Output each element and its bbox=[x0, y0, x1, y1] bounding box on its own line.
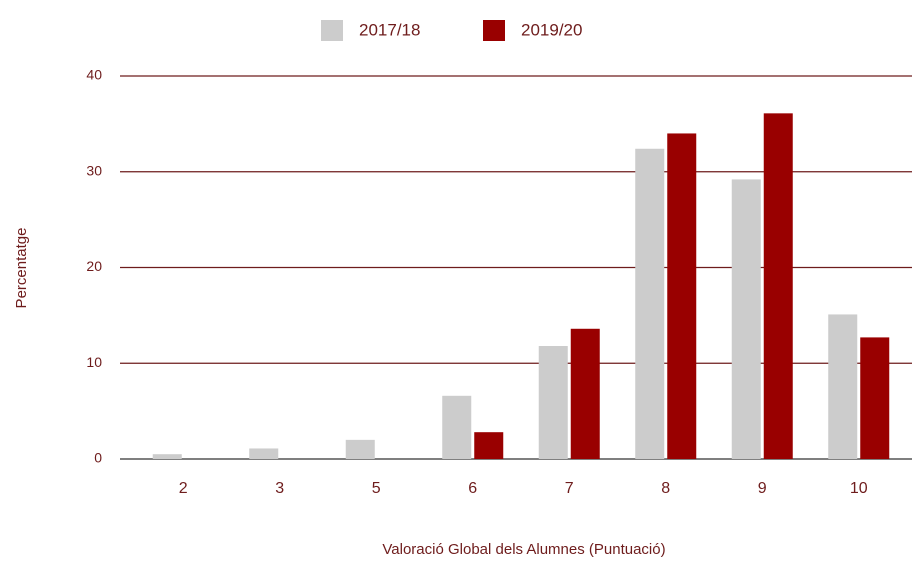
x-tick-label: 5 bbox=[372, 480, 381, 497]
bar bbox=[860, 337, 890, 459]
bar bbox=[152, 454, 182, 459]
bar bbox=[731, 179, 761, 459]
x-tick-label: 8 bbox=[661, 480, 670, 497]
bar bbox=[828, 314, 858, 459]
bar bbox=[345, 439, 375, 459]
y-tick-label: 40 bbox=[86, 67, 102, 83]
legend-swatch bbox=[483, 20, 505, 41]
bar bbox=[538, 346, 568, 459]
y-axis-title: Percentatge bbox=[13, 228, 30, 309]
legend-label: 2019/20 bbox=[521, 20, 582, 39]
bar bbox=[474, 432, 504, 459]
x-axis-title: Valoració Global dels Alumnes (Puntuació… bbox=[382, 541, 665, 558]
bar bbox=[635, 148, 665, 459]
bar bbox=[442, 395, 472, 459]
x-tick-label: 10 bbox=[850, 480, 868, 497]
bar bbox=[249, 448, 279, 459]
x-tick-label: 2 bbox=[179, 480, 188, 497]
bar bbox=[763, 113, 793, 459]
x-tick-label: 6 bbox=[468, 480, 477, 497]
x-tick-label: 7 bbox=[565, 480, 574, 497]
x-tick-label: 3 bbox=[275, 480, 284, 497]
y-tick-label: 20 bbox=[86, 258, 102, 274]
y-tick-label: 10 bbox=[86, 354, 102, 370]
legend-label: 2017/18 bbox=[359, 20, 420, 39]
bar bbox=[667, 133, 697, 459]
legend-swatch bbox=[321, 20, 343, 41]
x-tick-label: 9 bbox=[758, 480, 767, 497]
y-tick-label: 0 bbox=[94, 450, 102, 466]
y-tick-label: 30 bbox=[86, 162, 102, 178]
bar bbox=[570, 328, 600, 459]
